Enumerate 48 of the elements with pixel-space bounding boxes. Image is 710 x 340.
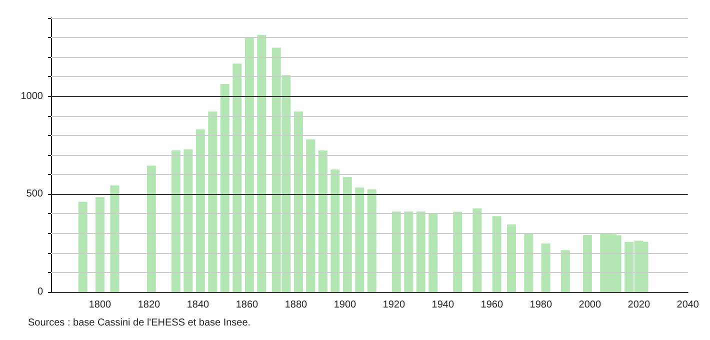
bar <box>453 212 462 292</box>
bar <box>95 197 104 292</box>
bar <box>171 150 180 292</box>
x-tick-label: 1920 <box>382 300 406 310</box>
bar <box>306 139 316 292</box>
x-tick-label: 1840 <box>186 300 210 310</box>
bar <box>416 212 426 292</box>
bar <box>196 130 205 292</box>
y-tick-label: 500 <box>26 188 44 200</box>
bar <box>184 150 193 292</box>
bar <box>392 212 401 292</box>
x-tick-label: 1800 <box>88 300 112 310</box>
bar <box>428 214 438 292</box>
bar <box>541 243 550 292</box>
bar <box>208 112 218 292</box>
bar <box>560 250 570 292</box>
bar <box>355 187 364 292</box>
bar <box>257 34 266 292</box>
bar <box>318 150 328 292</box>
bar <box>294 112 303 292</box>
bar <box>524 233 534 292</box>
bar <box>342 177 352 292</box>
bar <box>404 212 414 292</box>
x-tick-label: 2040 <box>676 300 700 310</box>
bar <box>472 208 482 292</box>
bar <box>244 38 254 292</box>
x-tick-label: 2020 <box>628 300 650 310</box>
x-tick-label: 1900 <box>334 300 357 310</box>
x-tick-label: 1960 <box>480 300 504 310</box>
x-tick-label: 1860 <box>236 300 259 310</box>
bar <box>110 185 120 292</box>
bar <box>78 202 88 292</box>
x-tick-label: 1880 <box>284 300 308 310</box>
x-tick-label: 2000 <box>578 300 602 310</box>
bar <box>146 166 156 292</box>
bar <box>330 169 340 292</box>
bar <box>492 216 502 292</box>
x-tick-label: 1980 <box>530 300 552 310</box>
bar <box>232 64 242 292</box>
bar <box>220 84 230 292</box>
x-tick-label: 1940 <box>432 300 454 310</box>
y-tick-label: 1000 <box>20 90 44 102</box>
x-tick-label: 1820 <box>138 300 161 310</box>
bar <box>582 235 592 292</box>
bar <box>507 224 516 292</box>
bar <box>367 189 376 292</box>
y-tick-label: 0 <box>37 286 44 298</box>
source-note: Sources : base Cassini de l'EHESS et base Insee. <box>28 318 251 328</box>
